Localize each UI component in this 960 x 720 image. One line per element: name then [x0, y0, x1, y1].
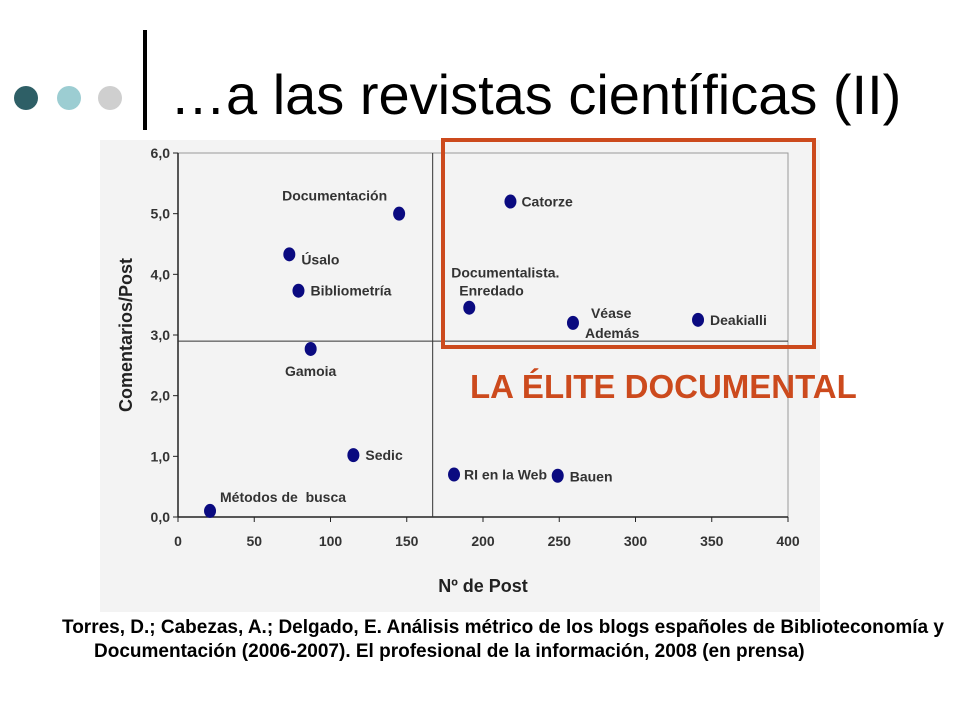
x-tick-label: 50 [246, 533, 262, 549]
point-label: Documentalista. [451, 265, 559, 281]
point-label: Sedic [365, 447, 403, 463]
title-divider [143, 30, 147, 130]
x-tick-label: 200 [471, 533, 495, 549]
data-point [283, 247, 296, 262]
slide-title: …a las revistas científicas (II) [170, 63, 902, 126]
data-point [204, 503, 217, 518]
x-tick-label: 0 [174, 533, 182, 549]
y-tick-label: 5,0 [151, 206, 171, 222]
x-tick-label: 400 [776, 533, 800, 549]
y-tick-label: 1,0 [151, 448, 171, 464]
decorative-dots [14, 86, 134, 116]
citation: Torres, D.; Cabezas, A.; Delgado, E. Aná… [62, 617, 944, 662]
data-point [566, 315, 579, 330]
data-point [463, 300, 476, 315]
point-label: Bibliometría [310, 283, 391, 299]
y-tick-label: 6,0 [151, 145, 171, 161]
y-tick-label: 4,0 [151, 266, 171, 282]
x-tick-label: 150 [395, 533, 419, 549]
data-point [692, 312, 705, 327]
point-label: Enredado [459, 283, 524, 299]
data-point [504, 194, 517, 209]
y-tick-label: 3,0 [151, 327, 171, 343]
bullet-dot-teal [57, 86, 81, 110]
data-point [304, 341, 317, 356]
data-point [347, 448, 360, 463]
x-axis-title: Nº de Post [438, 576, 528, 596]
point-label: Úsalo [301, 250, 339, 267]
y-axis-title: Comentarios/Post [116, 258, 136, 412]
point-label: Gamoia [285, 363, 337, 379]
point-label: Además [585, 325, 640, 341]
point-label: Catorze [521, 194, 573, 210]
data-point [393, 206, 406, 221]
x-tick-label: 100 [319, 533, 343, 549]
point-label: Véase [591, 305, 632, 321]
point-label: RI en la Web [464, 467, 547, 483]
chart-svg: 0,0 1,0 2,0 3,0 4,0 5,0 6,0 0 50 100 150 200 250 300 3… [116, 145, 800, 596]
scatter-chart: 0,0 1,0 2,0 3,0 4,0 5,0 6,0 0 50 100 150 200 250 300 3… [100, 140, 820, 612]
point-label: Deakialli [710, 312, 767, 328]
data-point [292, 283, 305, 298]
y-tick-label: 2,0 [151, 388, 171, 404]
bullet-dot-dark [14, 86, 38, 110]
x-tick-label: 250 [548, 533, 572, 549]
elite-label: LA ÉLITE DOCUMENTAL [470, 368, 857, 405]
x-tick-label: 350 [700, 533, 724, 549]
point-label: Métodos de busca [220, 489, 346, 505]
elite-highlight-box [441, 138, 816, 349]
point-label: Bauen [570, 469, 613, 485]
data-point [448, 467, 461, 482]
y-tick-label: 0,0 [151, 509, 171, 525]
data-point [551, 468, 564, 483]
x-tick-label: 300 [624, 533, 648, 549]
point-label: Documentación [282, 188, 387, 204]
bullet-dot-gray [98, 86, 122, 110]
